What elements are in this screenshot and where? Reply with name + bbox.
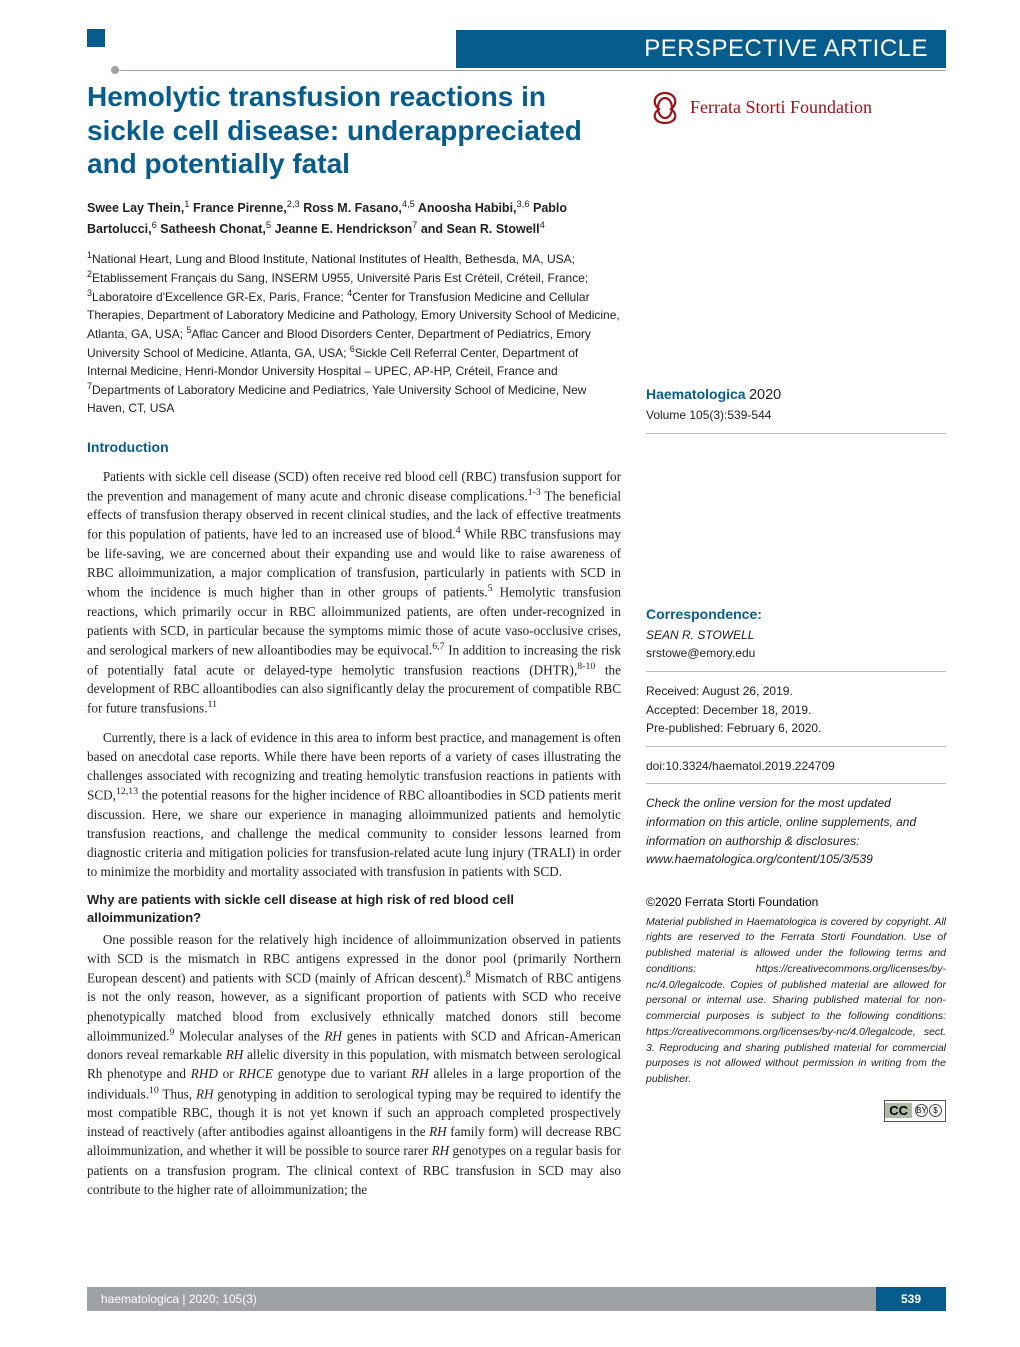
fsf-knot-icon [646,90,684,124]
article-type: PERSPECTIVE ARTICLE [644,35,928,63]
volume-issue: Volume 105(3):539-544 [646,408,771,422]
affiliations: 1National Heart, Lung and Blood Institut… [87,249,621,417]
paragraph-1: Patients with sickle cell disease (SCD) … [87,467,621,718]
paragraph-2: Currently, there is a lack of evidence i… [87,728,621,882]
authors: Swee Lay Thein,1 France Pirenne,2,3 Ross… [87,197,621,239]
doi: doi:10.3324/haematol.2019.224709 [646,759,835,773]
cc-nc-icon: $ [929,1104,942,1117]
online-version-note: Check the online version for the most up… [646,794,946,876]
journal-year: 2020 [749,387,781,403]
section-heading-introduction: Introduction [87,439,621,455]
article-type-banner: PERSPECTIVE ARTICLE [456,30,946,68]
paragraph-3: One possible reason for the relatively h… [87,930,621,1199]
dates-block: Received: August 26, 2019. Accepted: Dec… [646,682,946,747]
subheading-alloimmunization: Why are patients with sickle cell diseas… [87,891,621,927]
cc-by-icon: BY [915,1104,928,1117]
correspondence-block: Correspondence: SEAN R. STOWELL srstowe@… [646,604,946,672]
correspondence-email: srstowe@emory.edu [646,646,755,660]
license-text: Material published in Haematologica is c… [646,915,946,1088]
main-column: Hemolytic transfusion reactions in sickl… [87,80,621,1209]
header-accent-dot [111,66,119,74]
copyright-line: ©2020 Ferrata Storti Foundation [646,895,946,909]
date-accepted: Accepted: December 18, 2019. [646,703,811,717]
foundation-logo: Ferrata Storti Foundation [646,90,946,124]
cc-license-badge: CC BY $ [646,1100,946,1122]
date-received: Received: August 26, 2019. [646,684,793,698]
article-title: Hemolytic transfusion reactions in sickl… [87,80,621,181]
header-accent-square [87,29,105,47]
page-number: 539 [876,1287,946,1311]
correspondence-label: Correspondence: [646,606,762,622]
header-rule [119,70,946,71]
page-footer: haematologica | 2020; 105(3) 539 [87,1287,946,1311]
correspondence-name: SEAN R. STOWELL [646,628,754,642]
sidebar-column: Ferrata Storti Foundation Haematologica … [646,80,946,1122]
footer-citation: haematologica | 2020; 105(3) [87,1287,876,1311]
foundation-name: Ferrata Storti Foundation [690,97,872,118]
date-prepublished: Pre-published: February 6, 2020. [646,721,821,735]
doi-block: doi:10.3324/haematol.2019.224709 [646,757,946,785]
journal-name: Haematologica [646,386,746,402]
journal-info: Haematologica 2020 Volume 105(3):539-544 [646,384,946,434]
cc-label: CC [885,1103,912,1118]
